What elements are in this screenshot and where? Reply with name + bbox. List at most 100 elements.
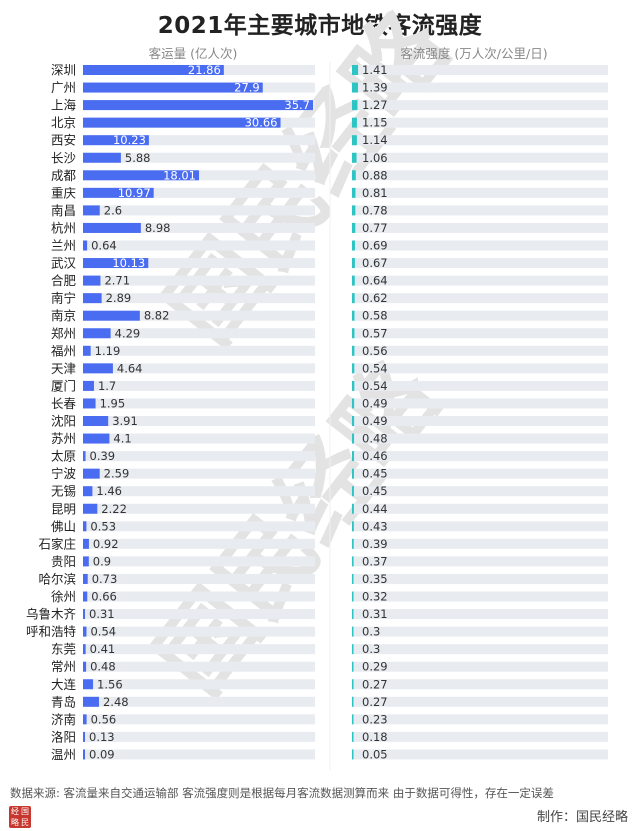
right-bar	[352, 135, 357, 146]
left-bar-track	[83, 187, 315, 198]
right-bar	[352, 345, 355, 356]
right-bar-value: 0.35	[362, 572, 388, 586]
left-bar-value: 1.56	[97, 677, 123, 691]
right-bar-track	[352, 258, 608, 269]
right-bar-value: 0.49	[362, 396, 388, 410]
right-bar	[352, 240, 355, 251]
left-bar	[83, 503, 98, 514]
left-bar-track	[83, 433, 315, 444]
right-bar-value: 0.56	[362, 344, 388, 358]
right-bar-track	[352, 275, 608, 286]
left-bar-value: 2.48	[103, 695, 129, 709]
chart-title: 2021年主要城市地铁客流强度	[157, 13, 483, 39]
right-bar-track	[352, 135, 608, 146]
right-bar-value: 0.3	[362, 642, 380, 656]
left-bar	[83, 135, 149, 146]
right-bar-track	[352, 398, 608, 409]
left-bar	[83, 591, 88, 602]
right-bar	[352, 328, 355, 339]
left-bar-value: 0.53	[90, 519, 116, 533]
left-bar-value: 35.7	[284, 98, 310, 112]
left-bar-value: 0.56	[91, 712, 117, 726]
right-bar	[352, 275, 355, 286]
left-bar-track	[83, 679, 315, 690]
category-label: 洛阳	[51, 729, 76, 744]
category-label: 广州	[51, 80, 76, 95]
left-bar-value: 2.89	[106, 291, 132, 305]
right-bar-track	[352, 626, 608, 637]
left-bar-value: 0.09	[89, 747, 115, 761]
right-bar-value: 0.05	[362, 747, 388, 761]
category-label: 南昌	[51, 203, 76, 218]
category-label: 武汉	[51, 256, 77, 271]
left-bar	[83, 416, 109, 426]
source-note: 数据来源: 客流量来自交通运输部 客流强度则是根据每月客流数据测算而来 由于数据…	[10, 786, 554, 800]
right-bar	[352, 433, 355, 444]
left-bar-value: 0.41	[90, 642, 116, 656]
left-bar	[83, 626, 87, 637]
left-bar	[83, 152, 121, 163]
right-bar-track	[352, 117, 608, 128]
right-bar-track	[352, 556, 608, 567]
left-bar-track	[83, 293, 315, 304]
left-bar	[83, 609, 85, 620]
right-bar-track	[352, 416, 608, 426]
left-bar	[83, 679, 94, 690]
right-bar-value: 1.27	[362, 98, 388, 112]
left-bar	[83, 749, 85, 760]
right-bar	[352, 293, 355, 304]
category-label: 沈阳	[51, 414, 76, 429]
right-bar-track	[352, 468, 608, 479]
left-bar	[83, 205, 100, 216]
left-bar-track	[83, 152, 315, 163]
category-label: 上海	[51, 98, 77, 113]
left-bar-track	[83, 644, 315, 655]
right-bar-track	[352, 573, 608, 584]
left-bar-value: 21.86	[188, 63, 221, 77]
right-bar-track	[352, 170, 608, 181]
left-bar-value: 0.48	[90, 660, 116, 674]
left-bar	[83, 486, 93, 497]
right-bar-track	[352, 451, 608, 462]
left-bar	[83, 451, 86, 462]
left-bar	[83, 65, 224, 75]
right-bar	[352, 731, 354, 742]
right-bar-value: 0.57	[362, 326, 388, 340]
right-bar-track	[352, 503, 608, 514]
right-bar	[352, 468, 354, 479]
category-label: 佛山	[51, 519, 76, 534]
right-bar-track	[352, 714, 608, 725]
left-bar	[83, 696, 99, 707]
category-label: 兰州	[51, 238, 76, 253]
left-bar-value: 2.59	[104, 467, 130, 481]
right-bar-value: 0.46	[362, 449, 388, 463]
logo-char: 民	[21, 817, 29, 827]
left-bar	[83, 363, 113, 374]
left-bar	[83, 82, 263, 93]
right-bar-value: 1.06	[362, 151, 388, 165]
left-bar-track	[83, 503, 315, 514]
left-bar-track	[83, 363, 315, 374]
left-bar	[83, 310, 140, 321]
right-bar-value: 0.43	[362, 519, 388, 533]
category-label: 东莞	[51, 642, 76, 657]
right-bar-track	[352, 82, 608, 93]
brand-logo: 经 国 略 民	[9, 806, 31, 828]
left-bar	[83, 117, 281, 128]
left-bar-value: 8.82	[144, 309, 170, 323]
category-label: 无锡	[51, 484, 76, 499]
category-label: 合肥	[51, 273, 77, 288]
right-bar-track	[352, 240, 608, 251]
left-bar	[83, 345, 91, 356]
category-label: 徐州	[51, 589, 76, 604]
right-bar-track	[352, 222, 608, 233]
category-label: 贵阳	[51, 554, 76, 569]
right-bar-track	[352, 609, 608, 620]
left-bar-value: 18.01	[163, 168, 196, 182]
left-bar-value: 0.13	[89, 730, 115, 744]
right-bar-track	[352, 65, 608, 75]
right-bar	[352, 65, 359, 75]
left-bar-track	[83, 591, 315, 602]
category-label: 昆明	[51, 501, 76, 516]
right-bar-track	[352, 152, 608, 163]
